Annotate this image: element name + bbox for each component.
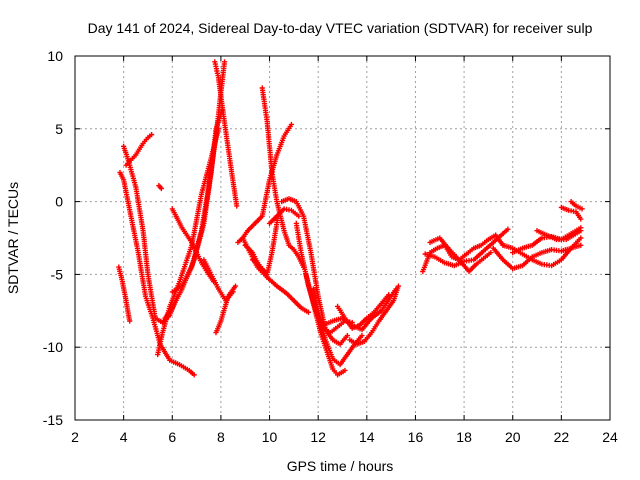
plot-frame	[74, 55, 611, 421]
marker-trace	[422, 226, 511, 269]
series-trace-33	[558, 204, 584, 222]
y-tick-label: -15	[43, 412, 63, 428]
x-tick-label: 10	[262, 429, 278, 445]
grid	[75, 56, 610, 420]
series-trace-18	[279, 196, 350, 347]
marker-trace	[335, 292, 392, 331]
series-trace-19	[266, 206, 302, 226]
chart-title: Day 141 of 2024, Sidereal Day-to-day VTE…	[88, 20, 593, 36]
y-axis-label: SDTVAR / TECUs	[5, 182, 21, 294]
series-trace-27	[422, 226, 511, 269]
marker-trace	[427, 235, 494, 275]
series-trace-28	[427, 235, 494, 275]
series-trace-17	[240, 235, 312, 315]
x-tick-label: 6	[168, 429, 176, 445]
marker-trace	[347, 283, 402, 347]
x-axis-label: GPS time / hours	[287, 458, 394, 474]
series-trace-32	[534, 228, 584, 243]
series-trace-24	[347, 283, 402, 347]
series-trace-30	[500, 235, 584, 269]
y-tick-label: 0	[55, 194, 63, 210]
x-tick-label: 18	[456, 429, 472, 445]
marker-trace	[500, 235, 584, 269]
series-trace-25	[335, 292, 392, 331]
series-trace-5	[156, 183, 164, 192]
marker-trace	[420, 232, 506, 275]
marker-trace	[534, 228, 584, 243]
x-tick-label: 24	[602, 429, 618, 445]
y-tick-label: 10	[47, 48, 63, 64]
series-trace-4	[123, 132, 155, 168]
marker-trace	[116, 264, 133, 324]
x-tick-label: 4	[120, 429, 128, 445]
marker-trace	[279, 196, 350, 347]
x-tick-label: 14	[359, 429, 375, 445]
marker-trace	[212, 59, 240, 209]
series-trace-1	[116, 264, 133, 324]
series-trace-12	[213, 283, 239, 336]
marker-trace	[568, 199, 585, 212]
marker-trace	[156, 183, 164, 192]
x-tick-label: 22	[554, 429, 570, 445]
x-tick-label: 2	[71, 429, 79, 445]
x-tick-label: 8	[217, 429, 225, 445]
marker-trace	[240, 235, 312, 315]
y-tick-label: -10	[43, 339, 63, 355]
x-tick-label: 20	[505, 429, 521, 445]
series-trace-22	[303, 271, 348, 378]
marker-trace	[213, 283, 239, 336]
series-trace-26	[420, 232, 506, 275]
x-tick-label: 16	[408, 429, 424, 445]
marker-trace	[266, 206, 302, 226]
data-series	[116, 59, 585, 378]
marker-trace	[123, 132, 155, 168]
y-tick-label: -5	[51, 266, 64, 282]
marker-trace	[558, 204, 584, 222]
marker-trace	[303, 271, 348, 378]
series-trace-34	[568, 199, 585, 212]
series-trace-9	[212, 59, 240, 209]
y-tick-label: 5	[55, 121, 63, 137]
x-tick-label: 12	[310, 429, 326, 445]
